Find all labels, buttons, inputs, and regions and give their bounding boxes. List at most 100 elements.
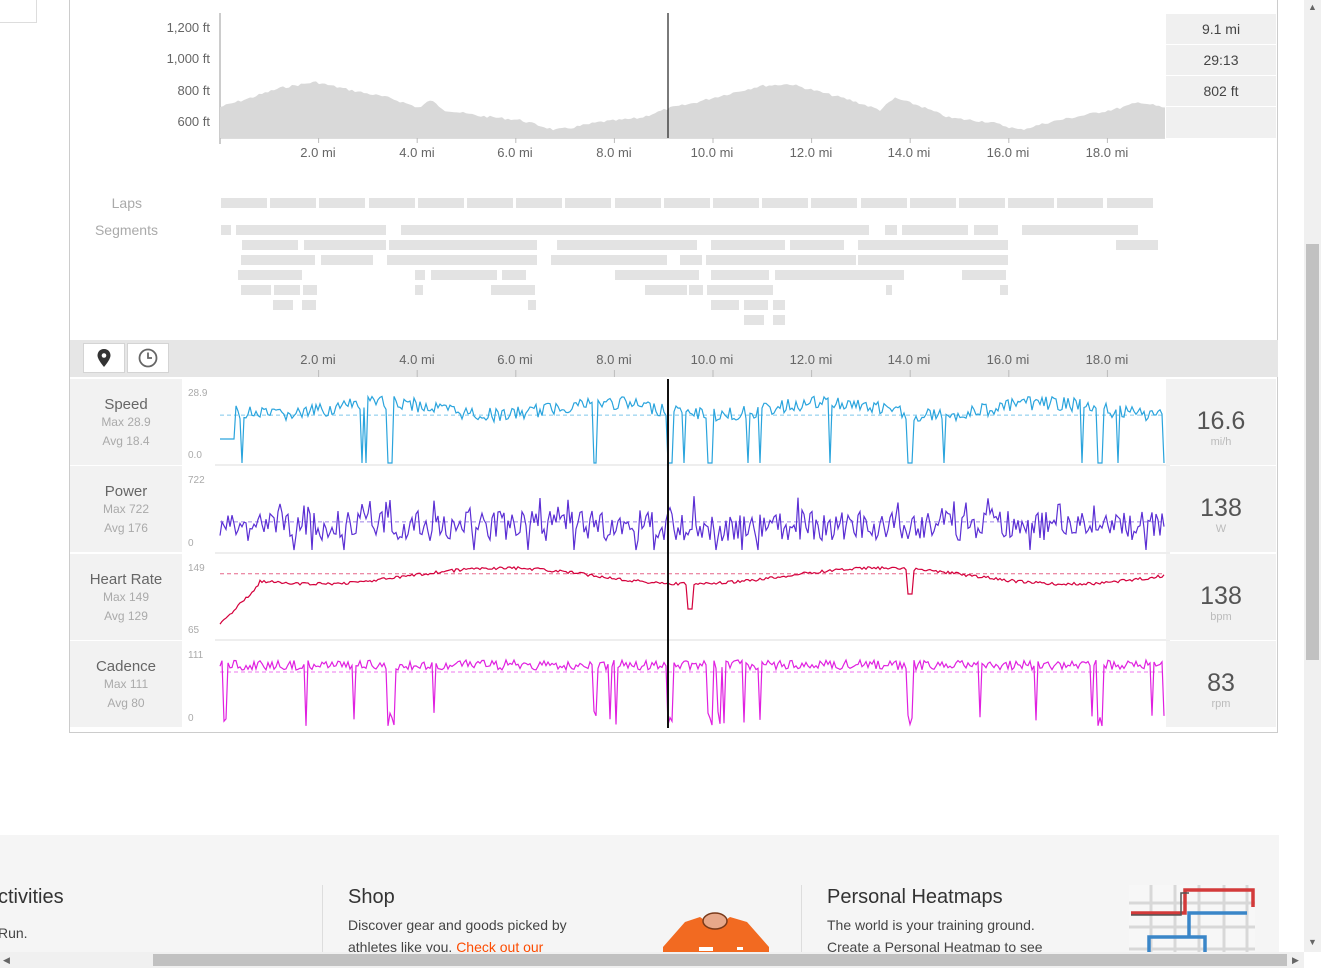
segment-bar[interactable] bbox=[1106, 198, 1153, 208]
scroll-right-arrow-icon[interactable]: ▶ bbox=[1292, 955, 1299, 965]
vertical-scroll-thumb[interactable] bbox=[1306, 244, 1319, 660]
power-bottom-value: 0 bbox=[188, 538, 194, 549]
segment-bar[interactable] bbox=[680, 255, 702, 265]
segment-bar[interactable] bbox=[431, 270, 497, 280]
distance-stat: 9.1 mi bbox=[1166, 14, 1276, 45]
scroll-up-arrow-icon[interactable]: ▲ bbox=[1308, 2, 1317, 12]
stream-title: Speed bbox=[104, 396, 148, 413]
stream-max: Max 149 bbox=[102, 590, 150, 604]
segment-bar[interactable] bbox=[242, 240, 298, 250]
cadence-current-value: 83 rpm bbox=[1166, 641, 1276, 727]
stream-x-label: 10.0 mi bbox=[690, 352, 734, 367]
segment-bar[interactable] bbox=[401, 225, 869, 235]
segment-bar[interactable] bbox=[368, 198, 415, 208]
segment-bar[interactable] bbox=[270, 198, 317, 208]
heart-rate-stream-label[interactable]: Heart Rate Max 149 Avg 129 bbox=[70, 554, 182, 640]
shop-link[interactable]: Check out our bbox=[456, 939, 544, 955]
segment-bar[interactable] bbox=[974, 225, 998, 235]
segment-bar[interactable] bbox=[415, 285, 423, 295]
segment-bar[interactable] bbox=[516, 198, 563, 208]
segment-bar[interactable] bbox=[1116, 240, 1158, 250]
segment-bar[interactable] bbox=[909, 198, 956, 208]
segment-bar[interactable] bbox=[615, 270, 699, 280]
segment-bar[interactable] bbox=[304, 240, 386, 250]
segment-bar[interactable] bbox=[1057, 198, 1104, 208]
stream-x-label: 14.0 mi bbox=[887, 352, 931, 367]
power-current-value: 138 W bbox=[1166, 466, 1276, 552]
segment-bar[interactable] bbox=[706, 255, 856, 265]
segment-bar[interactable] bbox=[303, 285, 317, 295]
segment-bar[interactable] bbox=[273, 300, 293, 310]
segment-bar[interactable] bbox=[886, 285, 892, 295]
segment-bar[interactable] bbox=[614, 198, 661, 208]
segment-bar[interactable] bbox=[663, 198, 710, 208]
segment-bar[interactable] bbox=[645, 285, 687, 295]
segment-bar[interactable] bbox=[1000, 285, 1008, 295]
segment-bar[interactable] bbox=[775, 270, 885, 280]
segment-bar[interactable] bbox=[707, 285, 773, 295]
scroll-left-arrow-icon[interactable]: ◀ bbox=[3, 955, 10, 965]
cadence-top-value: 111 bbox=[188, 650, 204, 661]
streams-chart[interactable] bbox=[215, 379, 1170, 729]
elev-x-label: 6.0 mi bbox=[497, 145, 533, 160]
segment-bar[interactable] bbox=[319, 198, 366, 208]
segment-bar[interactable] bbox=[389, 240, 537, 250]
segment-bar[interactable] bbox=[417, 198, 464, 208]
stream-x-label: 6.0 mi bbox=[497, 352, 533, 367]
segment-bar[interactable] bbox=[1008, 198, 1055, 208]
segment-bar[interactable] bbox=[744, 300, 768, 310]
segment-bar[interactable] bbox=[885, 225, 897, 235]
segment-bar[interactable] bbox=[491, 285, 535, 295]
segment-bar[interactable] bbox=[415, 270, 425, 280]
segment-bar[interactable] bbox=[902, 225, 968, 235]
segment-bar[interactable] bbox=[773, 315, 785, 325]
speed-stream-label[interactable]: Speed Max 28.9 Avg 18.4 bbox=[70, 379, 182, 465]
segment-bar[interactable] bbox=[744, 315, 764, 325]
stream-x-label: 8.0 mi bbox=[596, 352, 632, 367]
time-toggle-button[interactable] bbox=[127, 343, 169, 373]
segment-bar[interactable] bbox=[962, 270, 1006, 280]
elevation-chart[interactable] bbox=[215, 10, 1170, 150]
segment-bar[interactable] bbox=[238, 270, 302, 280]
stream-x-label: 4.0 mi bbox=[399, 352, 435, 367]
segment-bar[interactable] bbox=[711, 240, 785, 250]
segment-bar[interactable] bbox=[862, 270, 904, 280]
segment-bar[interactable] bbox=[858, 240, 1008, 250]
segment-bar[interactable] bbox=[1022, 225, 1138, 235]
segment-bar[interactable] bbox=[387, 255, 537, 265]
segment-bar[interactable] bbox=[528, 300, 536, 310]
distance-toggle-button[interactable] bbox=[83, 343, 125, 373]
segment-bar[interactable] bbox=[711, 300, 739, 310]
stream-line-3 bbox=[219, 658, 1165, 727]
power-stream-label[interactable]: Power Max 722 Avg 176 bbox=[70, 466, 182, 552]
segment-bar[interactable] bbox=[502, 270, 526, 280]
segment-bar[interactable] bbox=[959, 198, 1005, 208]
segment-bar[interactable] bbox=[241, 255, 315, 265]
segment-bar[interactable] bbox=[811, 198, 858, 208]
segment-bar[interactable] bbox=[790, 240, 844, 250]
segment-bar[interactable] bbox=[221, 198, 267, 208]
segment-bar[interactable] bbox=[321, 255, 373, 265]
segment-bar[interactable] bbox=[557, 240, 697, 250]
segment-bar[interactable] bbox=[773, 300, 785, 310]
segment-bar[interactable] bbox=[713, 198, 759, 208]
scroll-down-arrow-icon[interactable]: ▼ bbox=[1308, 937, 1317, 947]
segment-bar[interactable] bbox=[221, 225, 231, 235]
horizontal-scroll-thumb[interactable] bbox=[153, 954, 1287, 966]
segment-bar[interactable] bbox=[236, 225, 386, 235]
segment-bar[interactable] bbox=[711, 270, 769, 280]
segment-bar[interactable] bbox=[565, 198, 612, 208]
segment-bar[interactable] bbox=[274, 285, 300, 295]
segment-bar[interactable] bbox=[858, 255, 1008, 265]
segment-bar[interactable] bbox=[689, 285, 703, 295]
segment-bar[interactable] bbox=[241, 285, 271, 295]
segment-bar[interactable] bbox=[551, 255, 667, 265]
segment-bar[interactable] bbox=[302, 300, 316, 310]
heart-rate-top-value: 149 bbox=[188, 563, 205, 574]
segment-bar[interactable] bbox=[467, 198, 513, 208]
cadence-stream-label[interactable]: Cadence Max 111 Avg 80 bbox=[70, 641, 182, 727]
shop-text-line2: athletes like you. Check out our bbox=[348, 936, 543, 958]
segment-bar[interactable] bbox=[762, 198, 809, 208]
segment-bar[interactable] bbox=[860, 198, 907, 208]
stream-title: Cadence bbox=[95, 658, 157, 675]
